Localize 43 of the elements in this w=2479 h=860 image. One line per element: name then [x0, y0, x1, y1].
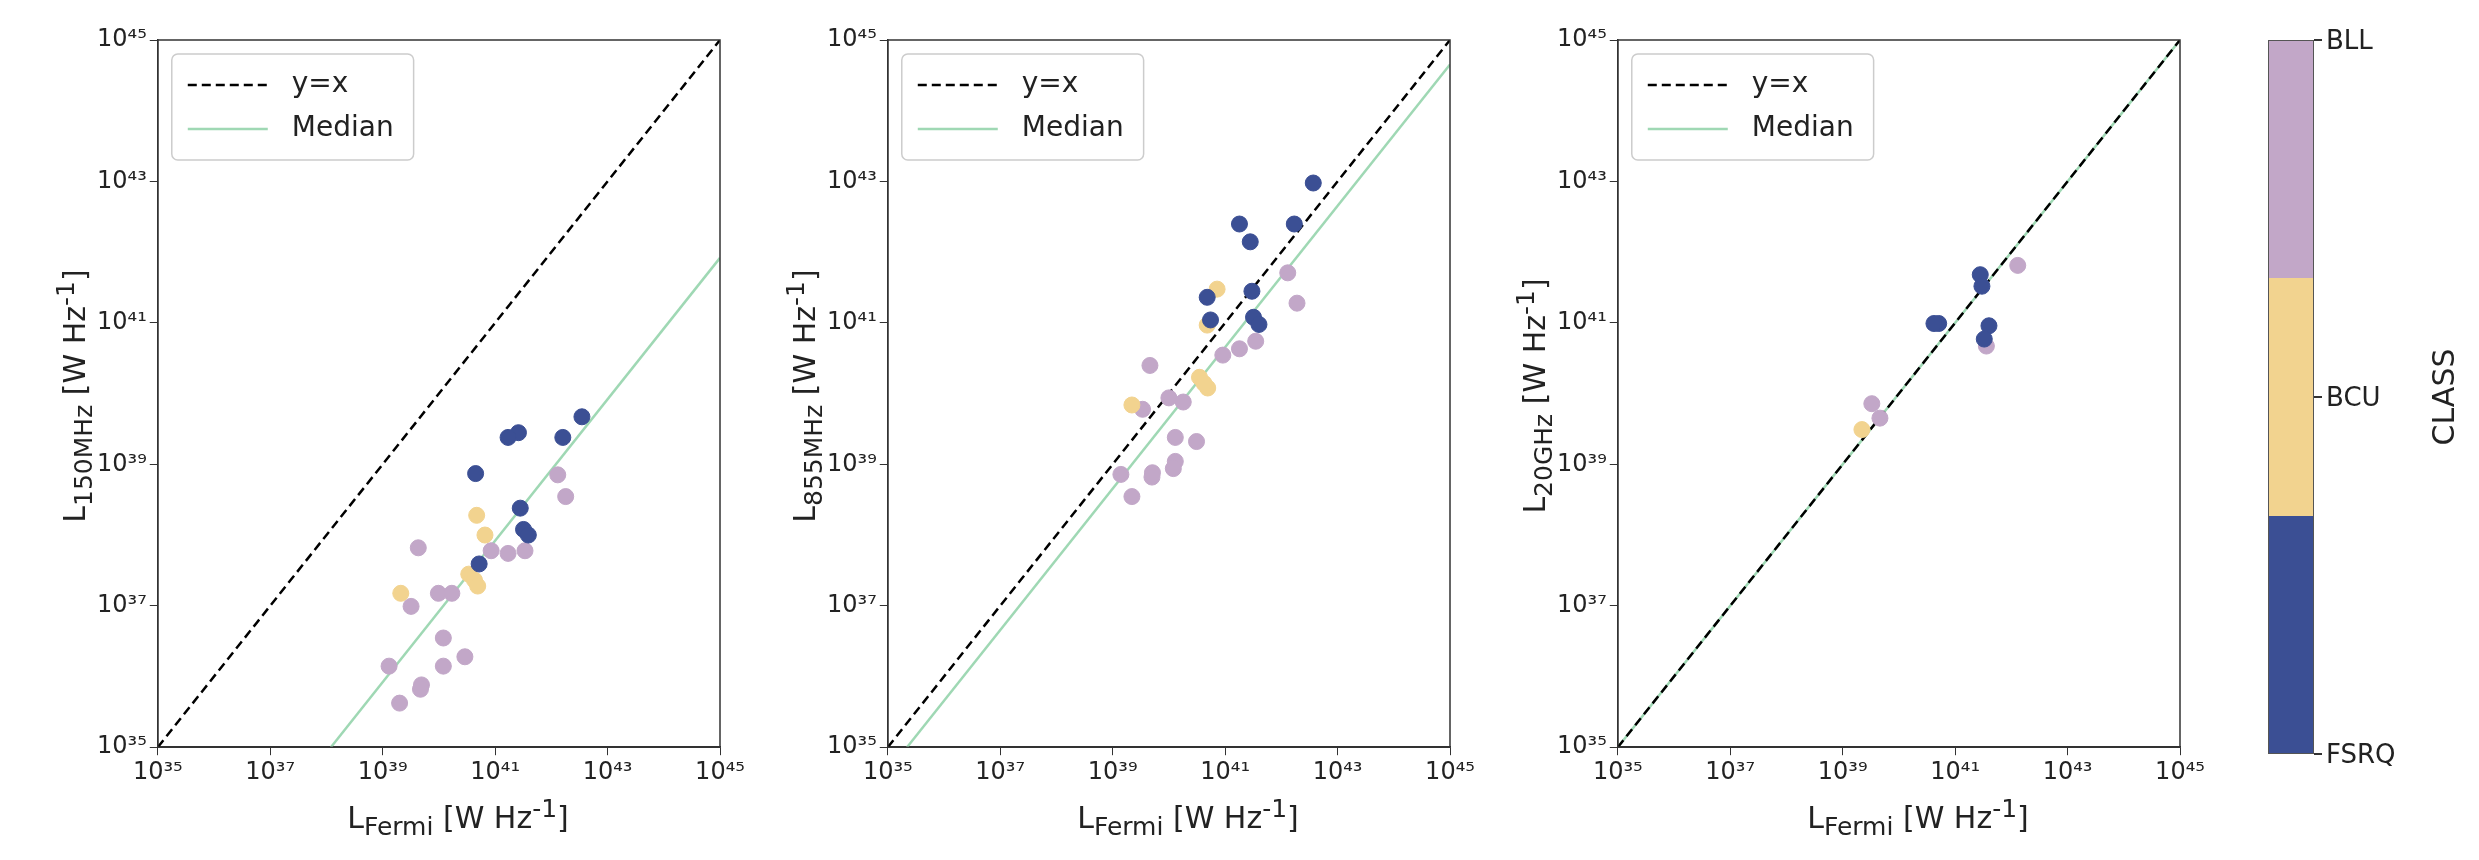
x-tick-label: 10⁴³: [2042, 756, 2093, 785]
color-bar-label: BLL: [2326, 25, 2373, 55]
x-tick-label: 10⁴¹: [1930, 756, 1980, 785]
y-tick-label: 10³⁹: [1557, 448, 1607, 477]
x-axis-title: L$_{Fermi}$ [W Hz$^{-1}$]: [1077, 794, 1299, 841]
y-tick-label: 10⁴⁵: [827, 24, 877, 53]
x-axis-title: L$_{Fermi}$ [W Hz$^{-1}$]: [1807, 794, 2029, 841]
y-tick-label: 10⁴¹: [827, 307, 877, 336]
x-tick-label: 10³⁹: [1087, 756, 1138, 785]
y-tick-label: 10³⁷: [97, 589, 147, 618]
x-tick-label: 10⁴³: [582, 756, 633, 785]
y-tick-label: 10⁴⁵: [1557, 24, 1607, 53]
legend-label: y=x: [1751, 66, 1809, 100]
color-bar-label: BCU: [2326, 382, 2381, 412]
color-bar-title: CLASS: [2425, 348, 2461, 446]
x-tick-label: 10⁴⁵: [2155, 756, 2205, 785]
y-tick-label: 10⁴¹: [97, 307, 147, 336]
y-tick-label: 10³⁹: [827, 448, 877, 477]
x-tick-label: 10⁴¹: [1200, 756, 1250, 785]
x-tick-label: 10⁴⁵: [1425, 756, 1475, 785]
legend-label: Median: [291, 110, 394, 144]
y-tick-label: 10⁴³: [97, 165, 147, 194]
x-tick-label: 10³⁷: [975, 756, 1026, 785]
y-tick-label: 10³⁷: [1557, 589, 1607, 618]
y-tick-label: 10⁴³: [1557, 165, 1607, 194]
x-tick-label: 10⁴³: [1312, 756, 1363, 785]
legend-label: Median: [1021, 110, 1124, 144]
x-tick-label: 10³⁷: [1705, 756, 1756, 785]
y-tick-label: 10⁴³: [827, 165, 877, 194]
y-tick-label: 10³⁹: [97, 448, 147, 477]
legend-label: Median: [1751, 110, 1854, 144]
x-tick-label: 10³⁷: [245, 756, 296, 785]
y-tick-label: 10³⁷: [827, 589, 877, 618]
y-tick-label: 10⁴¹: [1557, 307, 1607, 336]
legend-label: y=x: [1021, 66, 1079, 100]
x-tick-label: 10³⁹: [357, 756, 408, 785]
x-axis-title: L$_{Fermi}$ [W Hz$^{-1}$]: [347, 794, 569, 841]
x-tick-label: 10⁴¹: [470, 756, 520, 785]
x-tick-label: 10⁴⁵: [695, 756, 745, 785]
x-tick-label: 10³⁹: [1817, 756, 1868, 785]
color-bar-label: FSRQ: [2326, 739, 2396, 769]
y-tick-label: 10⁴⁵: [97, 24, 147, 53]
legend-label: y=x: [291, 66, 349, 100]
